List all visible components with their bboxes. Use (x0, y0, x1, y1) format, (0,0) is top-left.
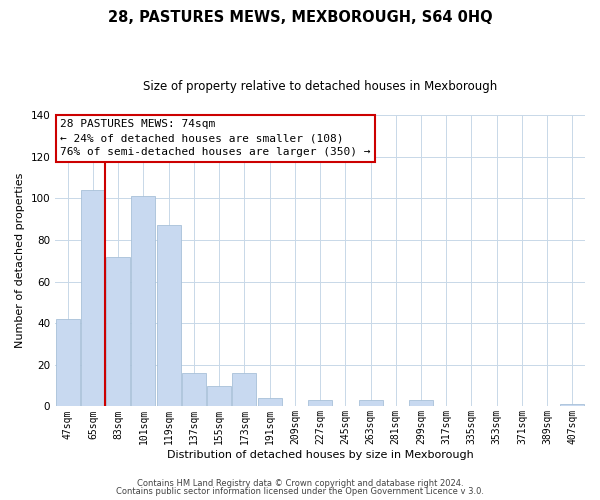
Bar (359, 400, 383, 406)
Bar (232, 373, 256, 406)
Title: Size of property relative to detached houses in Mexborough: Size of property relative to detached ho… (143, 80, 497, 93)
Bar (56, 319, 80, 406)
Bar (308, 400, 332, 406)
Bar (207, 386, 231, 406)
Bar (81, 190, 105, 406)
Bar (157, 226, 181, 406)
Bar (257, 398, 281, 406)
Y-axis label: Number of detached properties: Number of detached properties (15, 173, 25, 348)
Bar (409, 400, 433, 406)
X-axis label: Distribution of detached houses by size in Mexborough: Distribution of detached houses by size … (167, 450, 473, 460)
Bar (131, 196, 155, 406)
Text: Contains HM Land Registry data © Crown copyright and database right 2024.: Contains HM Land Registry data © Crown c… (137, 478, 463, 488)
Text: Contains public sector information licensed under the Open Government Licence v : Contains public sector information licen… (116, 487, 484, 496)
Bar (560, 404, 584, 406)
Bar (182, 373, 206, 406)
Text: 28 PASTURES MEWS: 74sqm
← 24% of detached houses are smaller (108)
76% of semi-d: 28 PASTURES MEWS: 74sqm ← 24% of detache… (61, 120, 371, 158)
Bar (106, 256, 130, 406)
Text: 28, PASTURES MEWS, MEXBOROUGH, S64 0HQ: 28, PASTURES MEWS, MEXBOROUGH, S64 0HQ (107, 10, 493, 25)
